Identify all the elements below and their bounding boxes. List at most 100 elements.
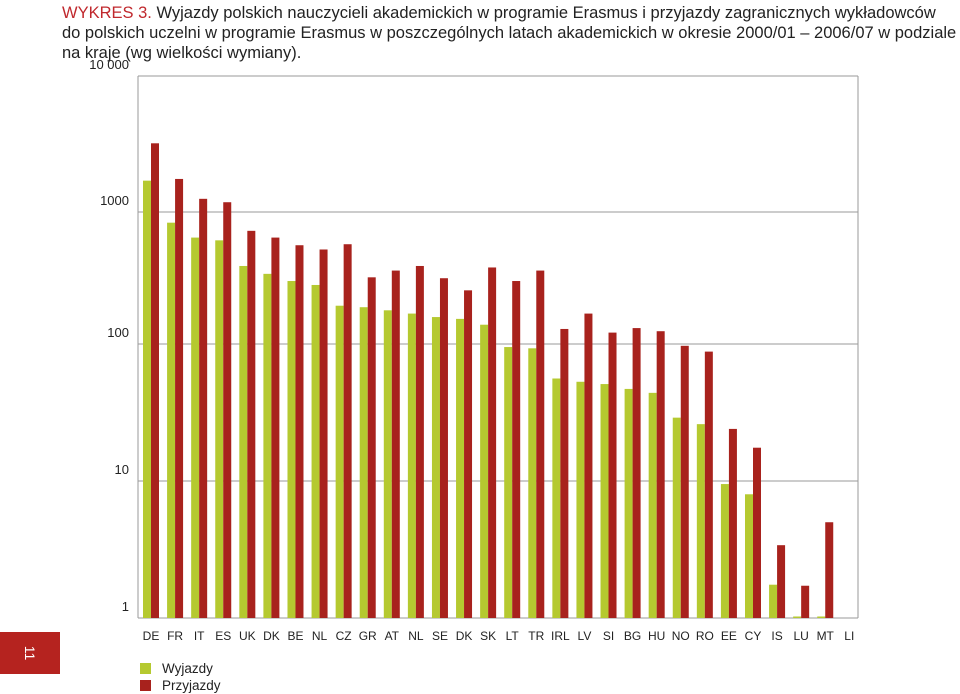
bar-przyjazdy-10 [391,270,400,618]
bar-wyjazdy-7 [311,284,320,618]
bar-wyjazdy-27 [793,616,802,618]
bar-przyjazdy-17 [560,328,569,618]
bar-przyjazdy-22 [680,345,689,618]
bar-wyjazdy-2 [191,237,200,619]
x-tick-label-15: LT [506,629,520,643]
chart-title-text: Wyjazdy polskich nauczycieli akademickic… [62,4,957,62]
bar-przyjazdy-16 [536,270,545,618]
y-tick-label-1: 10 [115,462,129,477]
bar-wyjazdy-18 [576,381,585,618]
bar-wyjazdy-15 [504,347,513,618]
bar-przyjazdy-5 [271,237,280,619]
bar-przyjazdy-9 [367,277,376,618]
bar-wyjazdy-22 [672,417,681,618]
chart-title: WYKRES 3. Wyjazdy polskich nauczycieli a… [62,3,957,63]
legend-swatch-wyjazdy [140,663,151,674]
bar-wyjazdy-21 [648,392,657,618]
bar-wyjazdy-28 [817,616,826,618]
x-tick-label-16: TR [528,629,544,643]
page-number-tab: 11 [0,632,60,674]
legend-item-przyjazdy: Przyjazdy [140,677,221,694]
bar-wyjazdy-24 [720,484,729,618]
y-tick-label-4: 10 000 [89,57,129,72]
x-tick-label-24: EE [721,629,737,643]
bar-wyjazdy-23 [696,424,705,618]
bar-wyjazdy-5 [263,273,272,618]
page-number: 11 [22,645,38,661]
x-tick-label-20: BG [624,629,641,643]
chart-legend: Wyjazdy Przyjazdy [140,660,221,694]
y-tick-label-3: 1000 [100,193,129,208]
x-tick-label-4: UK [239,629,256,643]
x-tick-label-10: AT [385,629,400,643]
x-tick-label-13: DK [456,629,473,643]
x-tick-label-9: GR [359,629,377,643]
bar-wyjazdy-13 [456,318,465,618]
x-tick-label-6: BE [287,629,303,643]
x-tick-label-22: NO [672,629,690,643]
x-tick-label-5: DK [263,629,280,643]
bar-przyjazdy-24 [728,428,737,618]
x-tick-label-23: RO [696,629,714,643]
x-tick-label-28: MT [817,629,835,643]
x-tick-label-0: DE [143,629,160,643]
bar-wyjazdy-14 [480,324,489,618]
bar-przyjazdy-14 [488,267,497,618]
legend-label-wyjazdy: Wyjazdy [162,661,213,676]
bar-wyjazdy-19 [600,384,609,618]
bar-przyjazdy-12 [439,278,448,618]
bar-przyjazdy-2 [199,198,208,618]
bar-przyjazdy-6 [295,245,304,618]
bar-wyjazdy-25 [745,494,753,618]
bar-przyjazdy-8 [343,244,352,618]
x-tick-label-27: LU [793,629,808,643]
bar-przyjazdy-23 [704,351,713,618]
bar-wyjazdy-3 [215,240,224,618]
bar-przyjazdy-28 [825,522,834,618]
bar-przyjazdy-20 [632,328,641,618]
bar-wyjazdy-17 [552,378,561,618]
x-tick-label-14: SK [480,629,496,643]
bar-wyjazdy-9 [359,307,368,618]
x-tick-label-12: SE [432,629,448,643]
y-tick-label-0: 1 [122,599,129,614]
legend-item-wyjazdy: Wyjazdy [140,660,221,677]
x-tick-label-7: NL [312,629,328,643]
x-tick-label-19: SI [603,629,614,643]
bar-przyjazdy-21 [656,331,665,618]
x-tick-label-25: CY [745,629,762,643]
legend-label-przyjazdy: Przyjazdy [162,678,221,693]
bar-przyjazdy-11 [415,265,424,618]
bar-wyjazdy-0 [143,180,151,619]
y-tick-label-2: 100 [107,325,129,340]
bar-przyjazdy-25 [753,447,761,618]
bar-wyjazdy-20 [624,388,633,618]
bar-przyjazdy-0 [151,143,159,618]
bar-wyjazdy-6 [287,281,296,618]
bar-wyjazdy-12 [431,317,440,618]
x-tick-label-1: FR [167,629,183,643]
bar-przyjazdy-18 [584,313,593,618]
bar-przyjazdy-15 [512,281,521,618]
bar-wyjazdy-10 [383,310,392,618]
x-tick-label-3: ES [215,629,231,643]
bar-przyjazdy-26 [777,545,786,618]
bar-wyjazdy-11 [407,313,416,618]
bar-przyjazdy-19 [608,332,617,618]
bar-wyjazdy-26 [769,584,778,618]
bar-przyjazdy-27 [801,585,810,618]
legend-swatch-przyjazdy [140,680,151,691]
bar-wyjazdy-4 [239,265,248,618]
bar-przyjazdy-13 [464,290,473,618]
x-tick-label-29: LI [844,629,854,643]
x-tick-label-11: NL [408,629,424,643]
bar-przyjazdy-1 [175,178,184,618]
x-tick-label-26: IS [771,629,782,643]
bar-wyjazdy-1 [167,222,176,618]
bar-przyjazdy-3 [223,202,232,618]
bar-przyjazdy-7 [319,249,328,619]
chart-title-prefix: WYKRES 3. [62,4,152,22]
bar-wyjazdy-16 [528,348,537,618]
bar-przyjazdy-4 [247,230,256,619]
